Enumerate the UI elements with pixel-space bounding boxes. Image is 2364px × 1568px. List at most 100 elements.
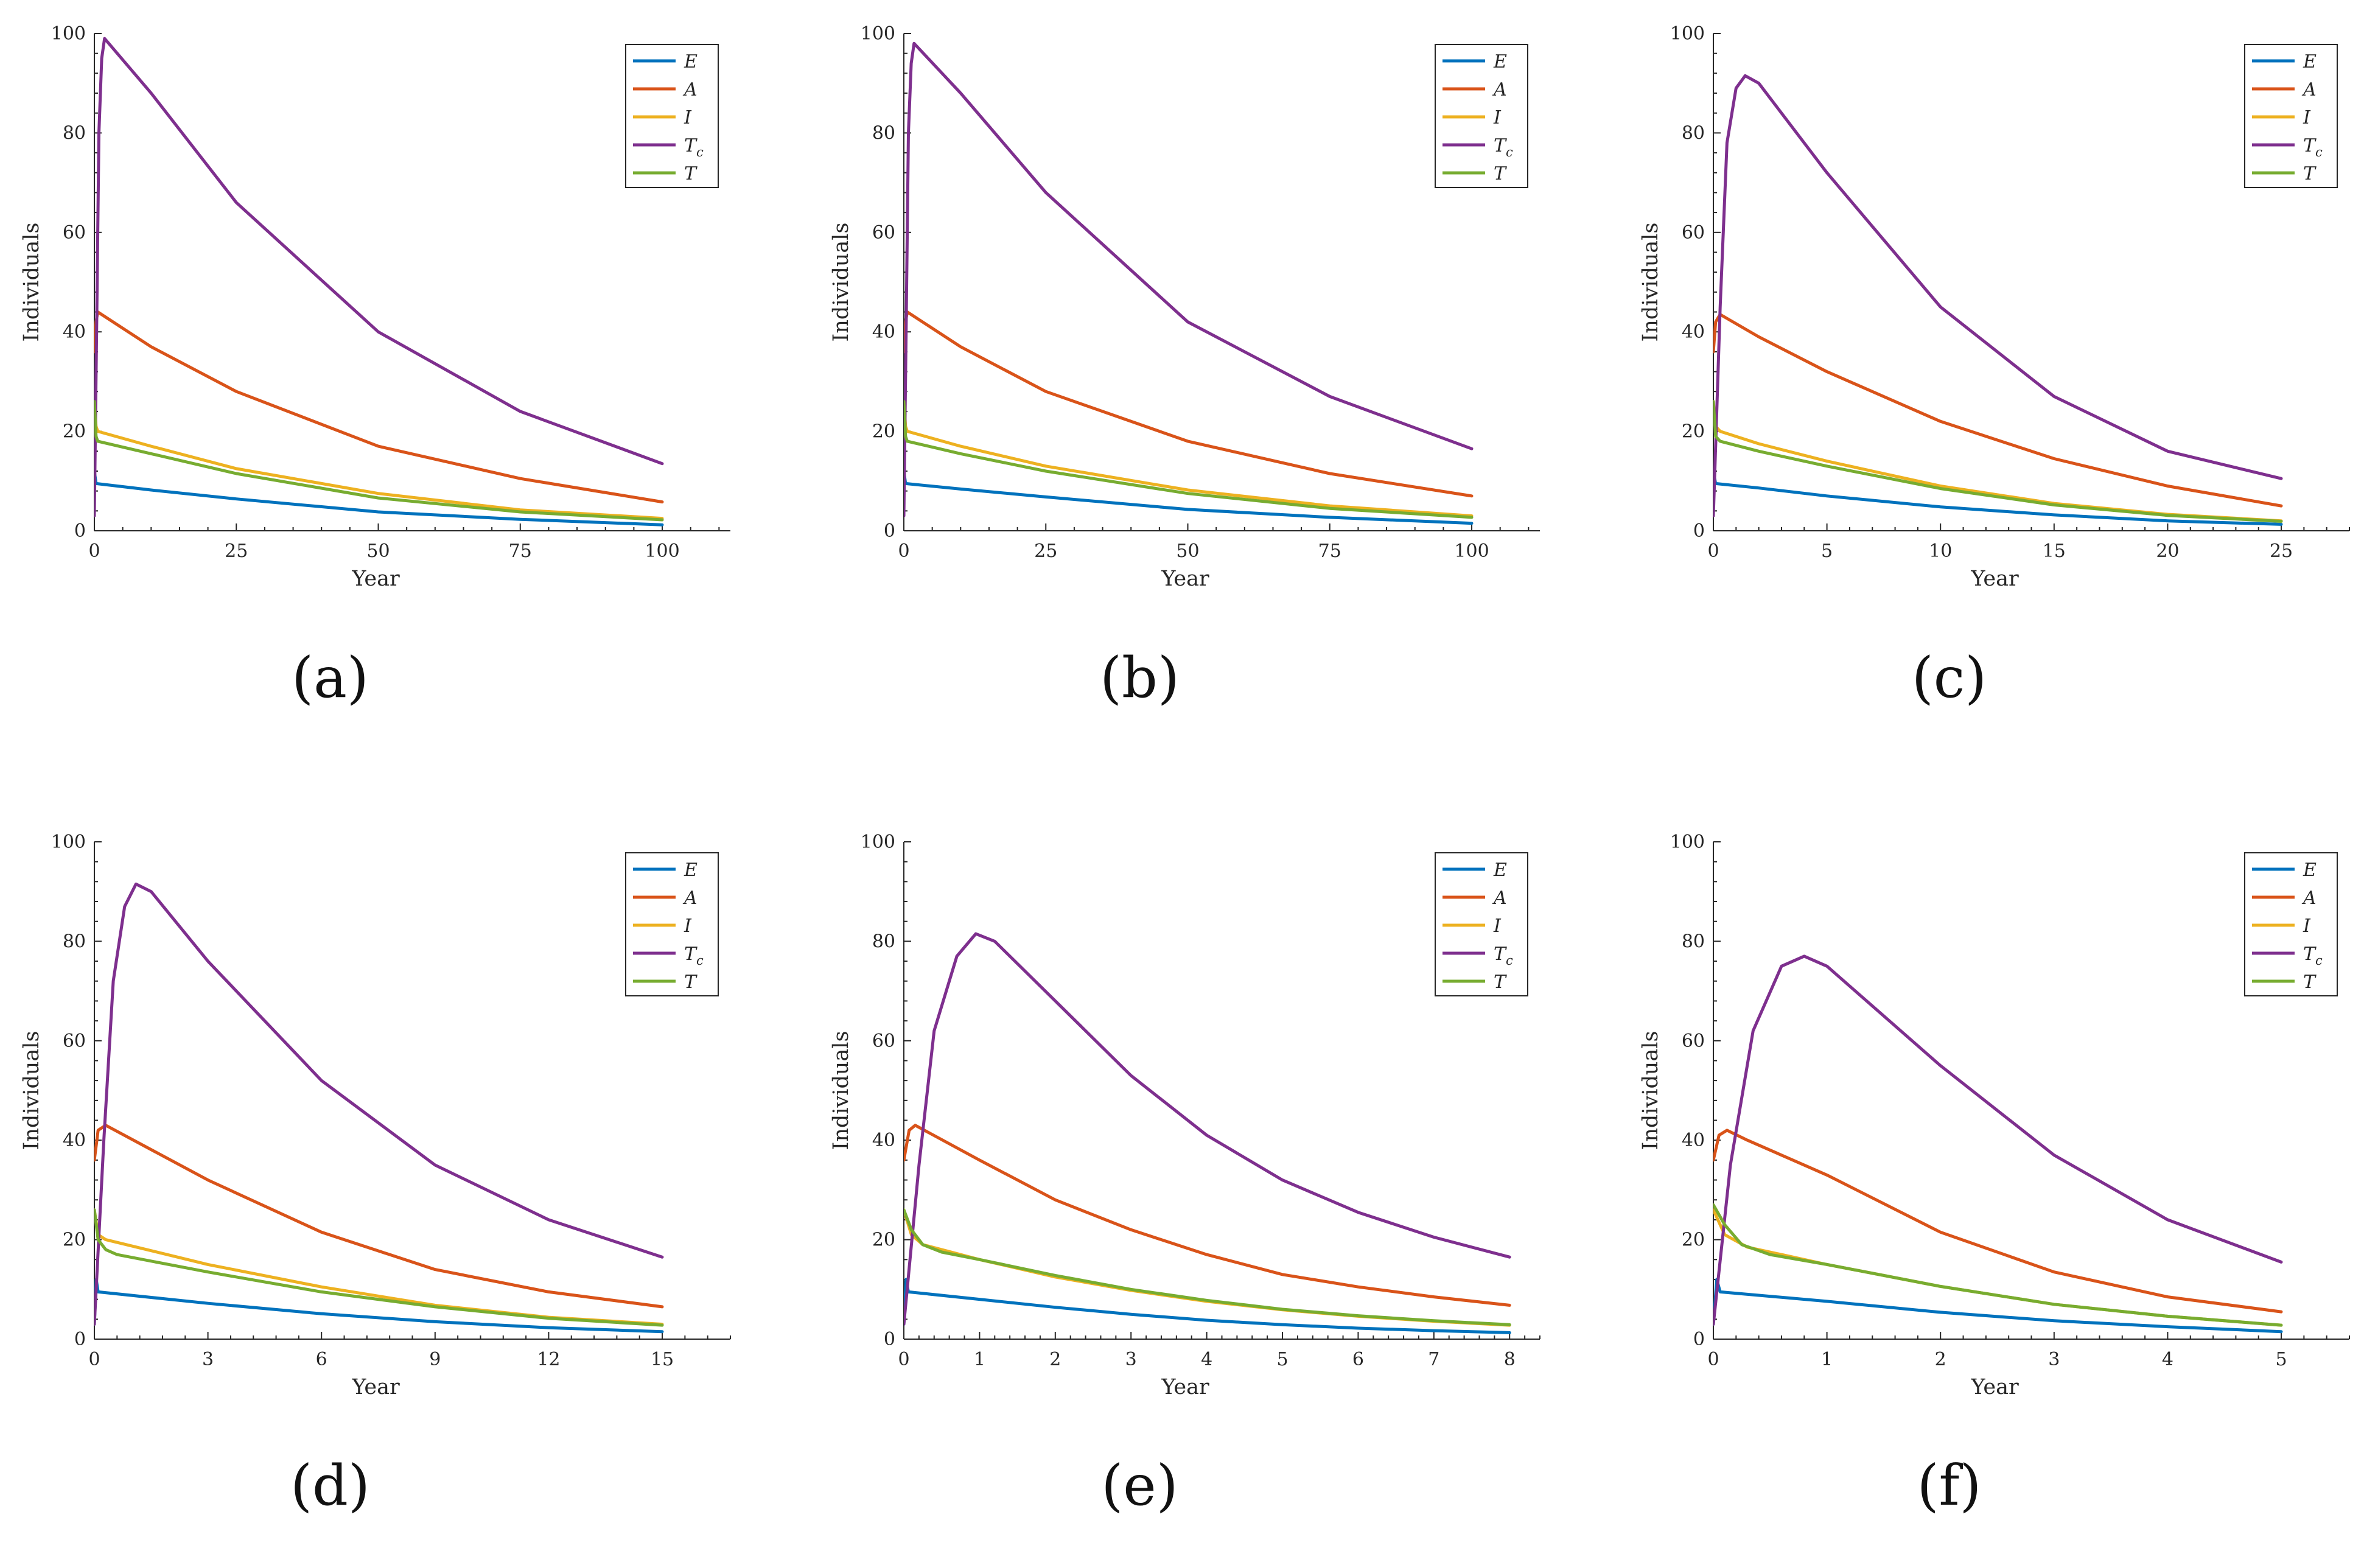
y-tick-label: 20 (872, 421, 895, 443)
legend-entry: T (1443, 163, 1507, 184)
legend-entry: E (633, 51, 698, 72)
series-tc-line (904, 932, 1511, 1326)
legend-entry: A (633, 887, 698, 909)
series-a-line (1713, 313, 2283, 508)
y-tick-label: 60 (63, 222, 86, 243)
legend-label: I (684, 915, 692, 937)
y-tick-label: 0 (884, 1329, 895, 1350)
x-tick-label: 15 (2043, 541, 2066, 562)
series-tc-line (94, 882, 664, 1326)
legend-label: E (1493, 51, 1507, 72)
legend-label: T (2303, 163, 2317, 184)
y-tick-label: 80 (1682, 931, 1705, 952)
y-axis-label: Individuals (1638, 1031, 1663, 1150)
x-tick-label: 0 (88, 541, 100, 562)
legend-entry: A (2252, 79, 2317, 100)
legend-label: A (682, 887, 698, 909)
y-tick-label: 100 (51, 23, 86, 44)
legend-label: T (2303, 971, 2317, 993)
y-axis-label: Individuals (1638, 223, 1663, 342)
x-tick-label: 7 (1428, 1349, 1439, 1370)
legend-label: T (684, 163, 698, 184)
y-tick-label: 60 (63, 1031, 86, 1052)
legend-label: I (684, 107, 692, 128)
y-tick-label: 20 (63, 1230, 86, 1251)
legend-label: E (1493, 859, 1507, 881)
legend-label: A (1492, 79, 1507, 100)
x-tick-label: 3 (202, 1349, 214, 1370)
legend-entry: I (633, 915, 692, 937)
legend-entry: E (2252, 51, 2317, 72)
x-tick-label: 25 (1034, 541, 1057, 562)
legend-label: A (682, 79, 698, 100)
x-tick-label: 20 (2156, 541, 2179, 562)
x-tick-label: 5 (2275, 1349, 2287, 1370)
x-tick-label: 6 (316, 1349, 327, 1370)
y-tick-label: 0 (74, 520, 86, 542)
y-tick-label: 40 (1682, 1130, 1705, 1151)
x-tick-label: 3 (2048, 1349, 2060, 1370)
x-tick-label: 4 (1201, 1349, 1212, 1370)
subplot-b: 0 25 50 75 100 0 20 40 60 80 100 Year Individuals EAI… (829, 23, 1540, 591)
legend-label: E (684, 859, 698, 881)
legend-label: I (1493, 915, 1502, 937)
y-tick-label: 60 (872, 222, 895, 243)
x-tick-label: 100 (1454, 541, 1489, 562)
series-t-line (904, 1208, 1511, 1326)
legend-entry: T (2252, 163, 2317, 184)
series-i-line (1713, 1208, 2283, 1327)
y-tick-label: 80 (872, 122, 895, 144)
legend-entry: I (2252, 107, 2311, 128)
legend-label: A (2301, 79, 2317, 100)
x-tick-label: 15 (651, 1349, 674, 1370)
panel-label: (d) (290, 1453, 370, 1518)
legend-entry: A (633, 79, 698, 100)
series-t-line (1713, 400, 2283, 523)
series-t-line (94, 1208, 664, 1327)
legend-entry: I (2252, 915, 2311, 937)
x-tick-label: 75 (509, 541, 532, 562)
x-tick-label: 0 (88, 1349, 100, 1370)
legend-label: A (1492, 887, 1507, 909)
series-tc-line (94, 37, 664, 517)
legend-entry: T (2252, 971, 2317, 993)
legend-entry: E (1443, 859, 1507, 881)
y-tick-label: 100 (1670, 831, 1705, 853)
x-tick-label: 1 (1821, 1349, 1833, 1370)
y-tick-label: 80 (1682, 122, 1705, 144)
series-tc-line (1713, 74, 2283, 517)
x-tick-label: 1 (974, 1349, 985, 1370)
y-axis-label: Individuals (19, 1031, 44, 1150)
series-a-line (904, 310, 1474, 498)
series-a-line (1713, 1129, 2283, 1314)
series-a-line (904, 1124, 1511, 1307)
legend-entry: E (1443, 51, 1507, 72)
series-a-line (94, 1124, 664, 1309)
series-e-line (94, 1278, 664, 1334)
x-tick-label: 5 (1821, 541, 1833, 562)
panel-label: (b) (1100, 645, 1180, 710)
y-tick-label: 40 (63, 321, 86, 343)
x-tick-label: 25 (2270, 541, 2293, 562)
x-axis-label: Year (1970, 1375, 2019, 1399)
series-e-line (1713, 469, 2283, 526)
x-tick-label: 25 (225, 541, 248, 562)
x-tick-label: 75 (1318, 541, 1341, 562)
x-tick-label: 0 (1707, 541, 1719, 562)
series-i-line (904, 1208, 1511, 1327)
y-tick-label: 40 (1682, 321, 1705, 343)
legend-label: E (2303, 859, 2317, 881)
legend-label: T (1494, 163, 1507, 184)
x-tick-label: 6 (1352, 1349, 1364, 1370)
x-tick-label: 2 (1935, 1349, 1946, 1370)
y-tick-label: 0 (74, 1329, 86, 1350)
y-tick-label: 100 (1670, 23, 1705, 44)
x-tick-label: 0 (898, 1349, 909, 1370)
x-axis-label: Year (1161, 1375, 1209, 1399)
y-tick-label: 40 (872, 321, 895, 343)
subplot-c: 0 5 10 15 20 25 0 20 40 60 80 100 Year Individuals EAI… (1638, 23, 2350, 591)
